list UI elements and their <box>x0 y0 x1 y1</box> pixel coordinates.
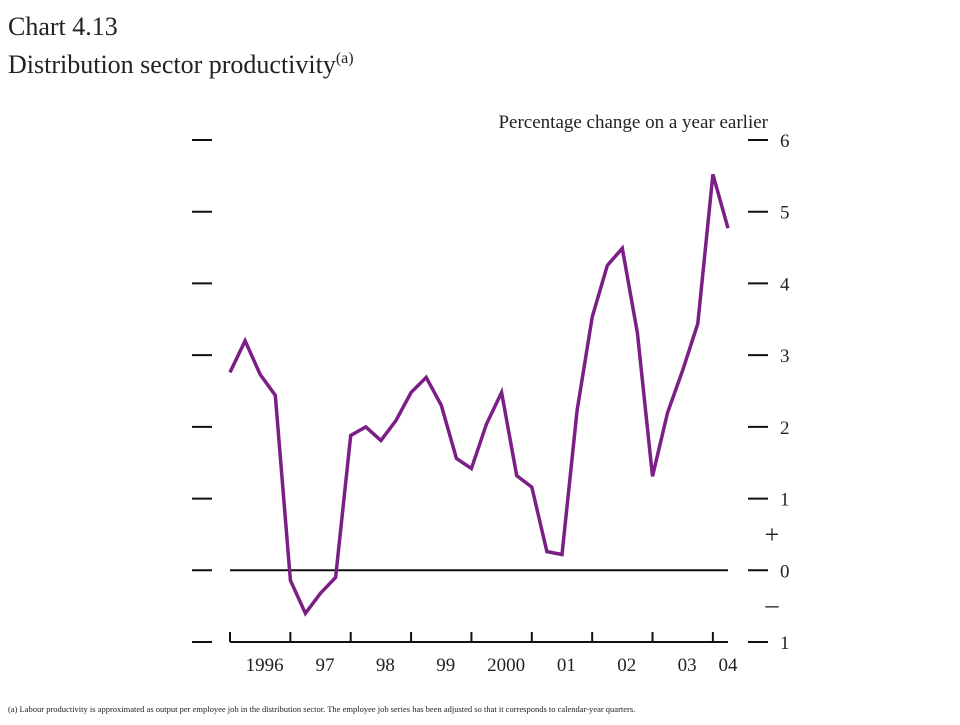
x-tick-label: 99 <box>436 655 455 676</box>
x-tick-label: 04 <box>718 655 738 676</box>
y-axis-label: Percentage change on a year earlier <box>498 112 768 133</box>
subtitle-text: Distribution sector productivity <box>8 50 336 79</box>
x-tick-label: 01 <box>557 655 576 676</box>
x-tick-label: 98 <box>376 655 395 676</box>
footnote: (a) Labour productivity is approximated … <box>8 704 635 714</box>
y-tick-label: 5 <box>780 203 790 224</box>
y-tick-label: 3 <box>780 346 790 367</box>
x-tick-label: 02 <box>617 655 636 676</box>
sign-minus: – <box>765 590 780 619</box>
x-tick-label: 03 <box>678 655 697 676</box>
x-tick-label: 1996 <box>246 655 284 676</box>
chart-subtitle: Distribution sector productivity(a) <box>8 50 354 79</box>
x-tick-label: 2000 <box>487 655 525 676</box>
chart-title: Chart 4.13 <box>8 12 118 41</box>
line-series <box>228 173 730 617</box>
subtitle-note: (a) <box>336 50 354 67</box>
sign-plus: + <box>765 520 780 549</box>
y-tick-label: 4 <box>780 274 790 295</box>
y-tick-label: 0 <box>780 561 790 582</box>
y-tick-label: 2 <box>780 418 790 439</box>
y-tick-label: 1 <box>780 633 790 654</box>
y-tick-label: 6 <box>780 131 790 152</box>
y-tick-label: 1 <box>780 490 790 511</box>
x-tick-label: 97 <box>315 655 334 676</box>
